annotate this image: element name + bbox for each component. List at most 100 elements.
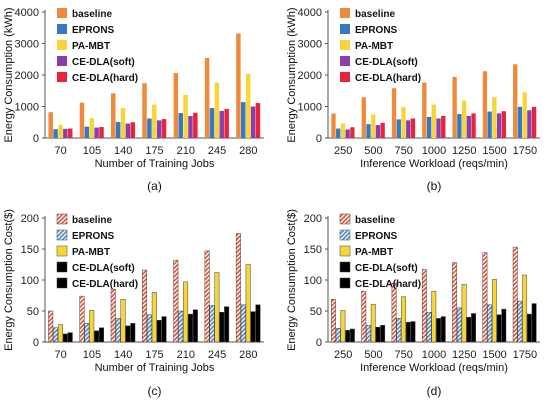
x-tick-label: 140 <box>114 145 132 157</box>
legend-swatch <box>339 277 351 289</box>
bar <box>370 303 376 343</box>
bar <box>522 92 527 138</box>
panel-b: 0 1000 2000 3000 4000 250 500 750 1000 1250 1500 17… <box>286 7 540 193</box>
bar <box>487 111 492 138</box>
bar <box>94 330 100 343</box>
x-axis-label: Inference Workload (reqs/min) <box>360 158 508 170</box>
bar <box>340 123 346 138</box>
x-tick-label: 1750 <box>513 349 537 361</box>
bar <box>345 129 350 138</box>
legend-label: CE-DLA(hard) <box>355 73 421 84</box>
bar <box>431 290 437 343</box>
x-tick-label: 1500 <box>482 145 506 157</box>
x-axis-label: Number of Training Jobs <box>95 158 215 170</box>
bar <box>146 314 152 343</box>
bar <box>79 102 85 138</box>
legend-label: baseline <box>72 9 112 20</box>
legend-swatch <box>57 56 67 66</box>
x-tick-label: 250 <box>334 145 352 157</box>
bar <box>188 115 193 138</box>
legend-label: PA-MBT <box>355 41 393 52</box>
y-axis-label: Energy Consumption Cost($) <box>286 209 298 351</box>
bar <box>426 311 432 343</box>
bar <box>255 304 261 343</box>
x-tick-label: 105 <box>83 349 101 361</box>
panel-caption: (b) <box>427 179 442 193</box>
x-tick-label: 1250 <box>452 349 476 361</box>
panel-caption: (a) <box>147 179 162 193</box>
y-tick-label: 200 <box>21 213 39 225</box>
y-tick-label: 100 <box>304 275 322 287</box>
y-tick-label: 0 <box>33 133 39 145</box>
x-tick-label: 70 <box>55 145 67 157</box>
bar <box>517 106 523 138</box>
legend-label: CE-DLA(hard) <box>72 73 138 84</box>
x-tick-label: 210 <box>177 349 195 361</box>
bar <box>245 73 251 138</box>
x-tick-label: 1500 <box>482 349 506 361</box>
bar <box>375 326 381 343</box>
y-tick-label: 1000 <box>298 102 322 114</box>
bar <box>401 296 406 343</box>
bar <box>366 325 371 343</box>
bar <box>142 269 148 343</box>
legend-label: EPRONS <box>355 231 398 242</box>
bar <box>491 279 497 343</box>
legend-swatch <box>56 261 68 273</box>
legend-swatch <box>57 72 67 82</box>
bar <box>120 108 126 138</box>
bar <box>421 269 427 343</box>
bar <box>48 310 54 343</box>
x-tick-label: 140 <box>114 349 132 361</box>
bar <box>410 321 416 343</box>
y-tick-label: 50 <box>27 306 39 318</box>
x-tick-label: 70 <box>55 349 67 361</box>
x-tick-label: 105 <box>83 145 101 157</box>
y-tick-label: 200 <box>304 213 322 225</box>
bar <box>487 304 493 343</box>
bar <box>63 128 68 138</box>
y-tick-label: 0 <box>316 133 322 145</box>
bar <box>62 333 68 343</box>
bar <box>173 73 179 138</box>
bar <box>526 313 532 343</box>
y-tick-label: 4000 <box>15 7 39 19</box>
bar <box>436 318 441 343</box>
legend-swatch <box>57 24 67 34</box>
bar <box>345 329 351 343</box>
legend-swatch <box>57 8 67 18</box>
y-tick-label: 50 <box>310 306 322 318</box>
bar <box>361 97 366 138</box>
bar <box>156 120 162 138</box>
bar <box>161 119 167 138</box>
bar <box>235 233 241 343</box>
bar <box>192 309 198 343</box>
bar <box>219 311 225 343</box>
bar <box>99 126 104 138</box>
y-tick-label: 0 <box>33 337 39 349</box>
bar <box>161 316 167 343</box>
legend-label: EPRONS <box>72 231 115 242</box>
bar <box>461 284 467 343</box>
bar <box>178 113 183 138</box>
x-tick-label: 1250 <box>452 145 476 157</box>
bar <box>466 316 472 343</box>
bar <box>125 325 131 343</box>
bar <box>331 298 336 343</box>
bar <box>441 115 446 138</box>
bar <box>405 321 411 343</box>
x-tick-label: 1750 <box>513 145 537 157</box>
x-tick-label: 1000 <box>422 349 446 361</box>
bar <box>482 71 488 138</box>
bar <box>531 106 537 138</box>
panel-caption: (c) <box>148 384 162 398</box>
legend-label: PA-MBT <box>72 247 110 258</box>
y-tick-label: 2000 <box>15 70 39 82</box>
y-axis-label: Energy Consumption (kWh) <box>286 7 298 142</box>
bar <box>156 320 162 343</box>
bar <box>457 114 462 138</box>
bar <box>57 324 63 343</box>
x-tick-label: 245 <box>208 145 226 157</box>
bar <box>350 127 355 138</box>
bar <box>204 57 210 138</box>
